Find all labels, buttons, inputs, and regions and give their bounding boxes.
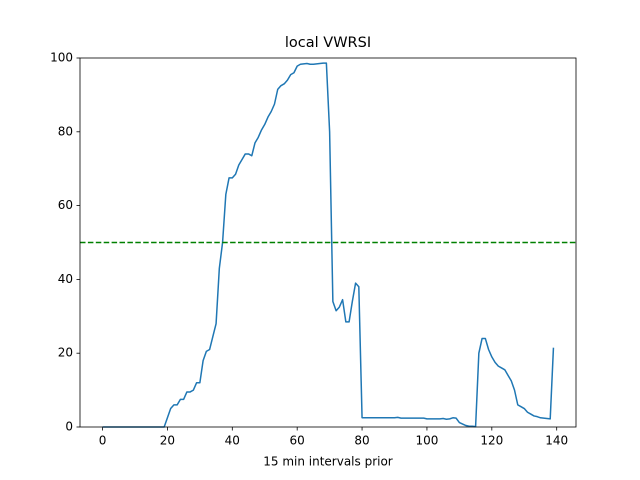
x-tick-label: 120	[480, 434, 503, 448]
y-tick-label: 80	[58, 124, 73, 138]
y-tick-label: 40	[58, 272, 73, 286]
chart-title: local VWRSI	[285, 35, 371, 51]
plot-frame	[79, 57, 577, 428]
x-tick-label: 60	[290, 434, 305, 448]
x-tick-label: 100	[415, 434, 438, 448]
x-tick-label: 140	[545, 434, 568, 448]
y-tick-label: 60	[58, 198, 73, 212]
data-line	[102, 62, 555, 428]
y-tick-label: 0	[65, 420, 73, 434]
x-tick-label: 0	[99, 434, 107, 448]
x-tick-label: 80	[354, 434, 369, 448]
y-tick-label: 100	[50, 51, 73, 65]
x-axis-label: 15 min intervals prior	[263, 455, 393, 469]
x-tick-label: 20	[160, 434, 175, 448]
y-tick-label: 20	[58, 346, 73, 360]
x-tick-label: 40	[225, 434, 240, 448]
